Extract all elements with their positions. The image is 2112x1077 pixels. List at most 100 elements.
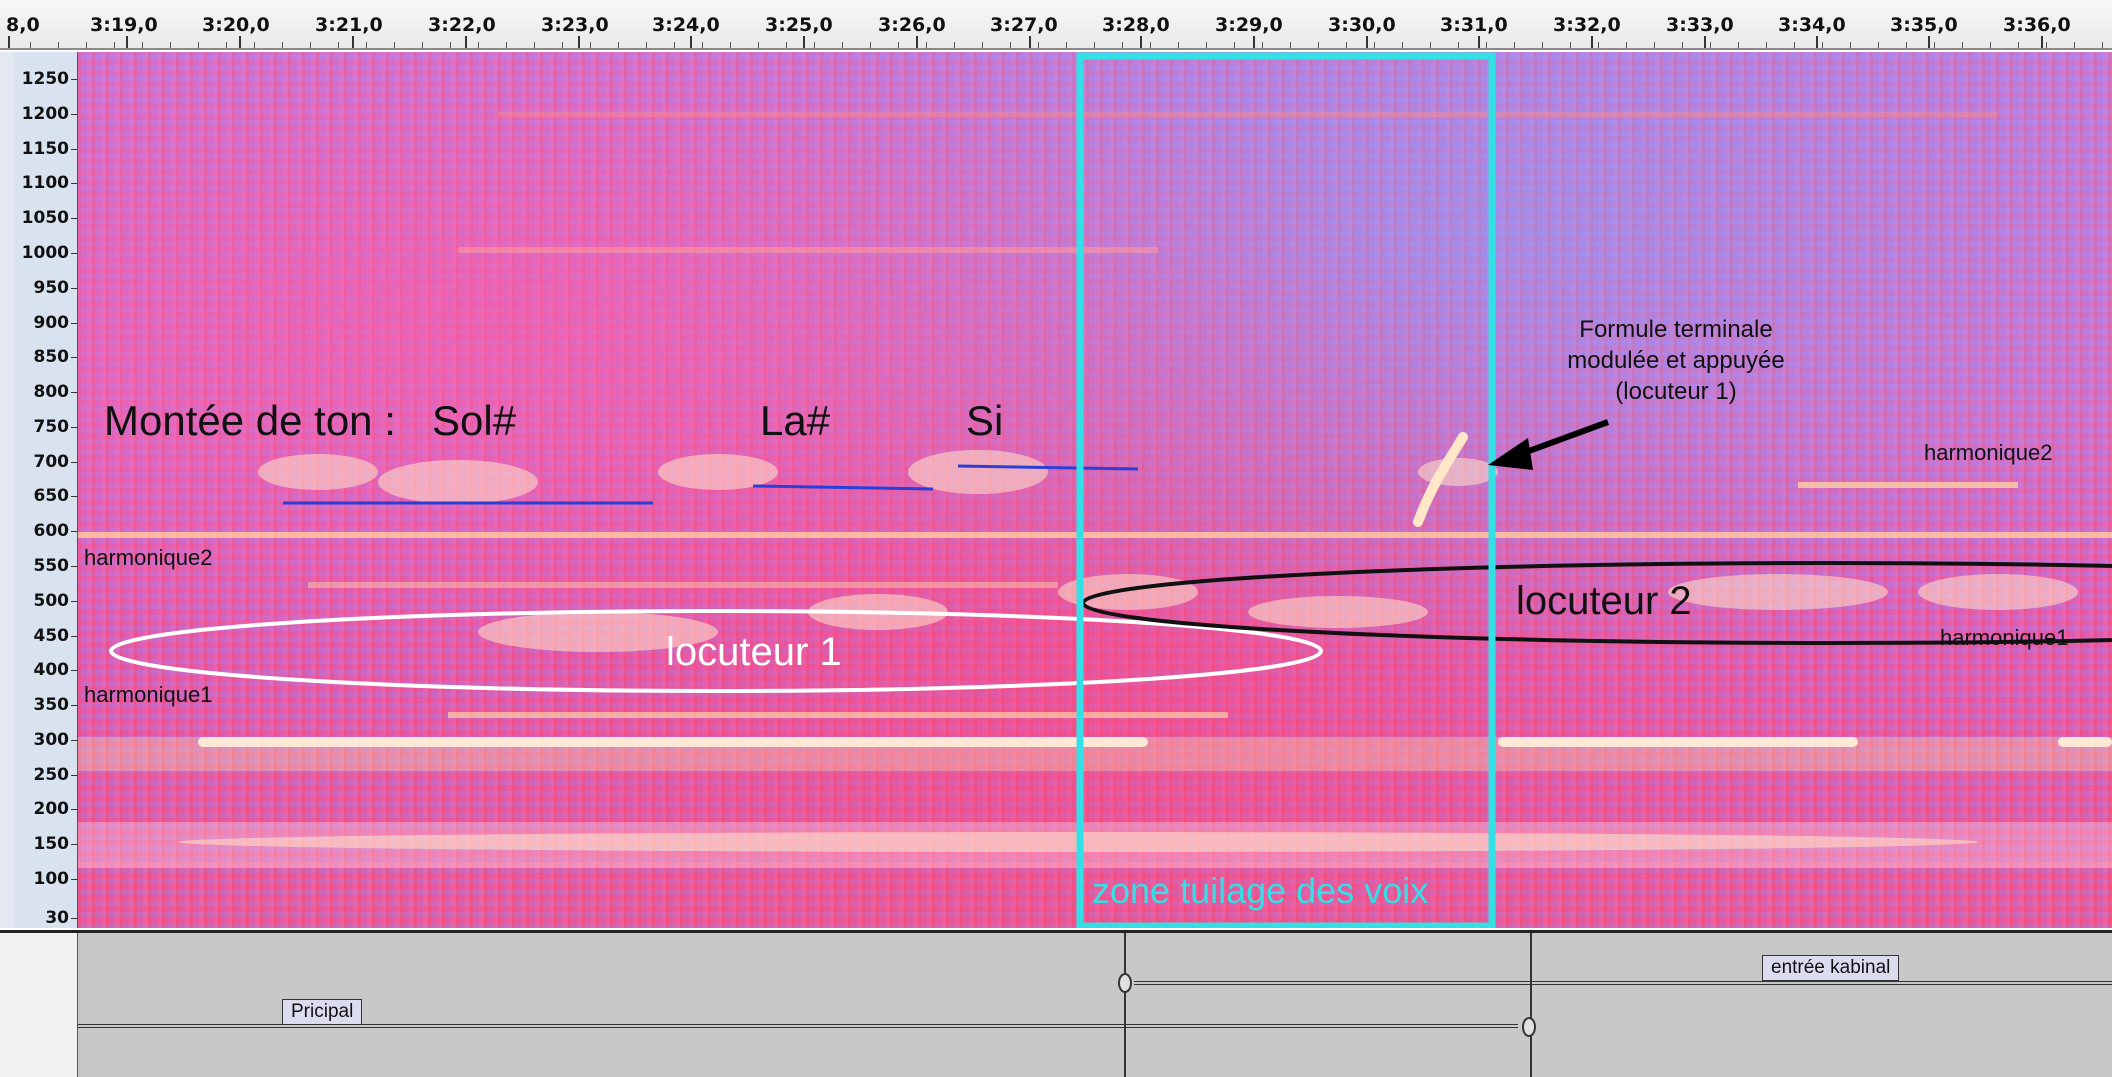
speaker1-ellipse [109,609,1323,693]
freq-tick [71,844,77,845]
ruler-minor-tick [1682,42,1683,48]
time-tick-label: 3:32,0 [1553,14,1621,36]
track-control-strip [0,52,14,928]
ruler-minor-tick [562,42,563,48]
ruler-minor-tick [758,42,759,48]
spectrogram-view[interactable]: Montée de ton : Sol# La# Si harmonique2 … [78,52,2112,928]
note-label-la: La# [760,397,831,444]
freq-label: 500 [33,591,70,611]
ruler-minor-tick [1710,42,1711,48]
ruler-minor-tick [2074,42,2075,48]
ruler-minor-tick [1430,42,1431,48]
ruler-minor-tick [674,42,675,48]
spectrogram-overlay [78,52,2112,928]
ruler-major-tick [1029,36,1031,48]
ruler-minor-tick [506,42,507,48]
speaker2-label: locuteur 2 [1516,579,1692,623]
freq-tick [71,288,77,289]
harmonic1-left-label: harmonique1 [84,682,213,707]
ruler-minor-tick [366,42,367,48]
time-tick-label: 3:35,0 [1890,14,1958,36]
freq-tick [71,462,77,463]
ruler-minor-tick [1038,42,1039,48]
label-entree[interactable]: entrée kabinal [1762,955,1900,981]
time-tick-label: 3:21,0 [315,14,383,36]
freq-tick [71,636,77,637]
time-tick-label: 3:31,0 [1440,14,1508,36]
label-boundary-line[interactable] [1530,933,1532,1077]
freq-tick [71,218,77,219]
ruler-minor-tick [282,42,283,48]
ruler-minor-tick [1318,42,1319,48]
ruler-minor-tick [310,42,311,48]
ruler-minor-tick [30,42,31,48]
ruler-minor-tick [1822,42,1823,48]
freq-label: 1150 [21,139,69,159]
label-start-handle[interactable] [1118,973,1132,993]
freq-label: 150 [33,834,70,854]
voice-energy-blobs [178,450,2078,852]
ruler-minor-tick [198,42,199,48]
time-tick-label: 3:22,0 [428,14,496,36]
time-tick-label: 3:23,0 [541,14,609,36]
ruler-minor-tick [2046,42,2047,48]
ruler-minor-tick [1570,42,1571,48]
freq-tick [71,392,77,393]
freq-tick [71,775,77,776]
ruler-major-tick [1140,36,1142,48]
overlap-zone-box [1076,52,1496,928]
freq-label: 800 [33,382,70,402]
ruler-major-tick [2041,36,2043,48]
ruler-minor-tick [898,42,899,48]
time-tick-label: 8,0 [6,14,40,36]
ruler-minor-tick [1290,42,1291,48]
ruler-minor-tick [870,42,871,48]
freq-label: 650 [33,486,70,506]
freq-tick [71,918,77,919]
note-lines [283,464,1139,505]
freq-tick [71,323,77,324]
ruler-major-tick [803,36,805,48]
ruler-minor-tick [1234,42,1235,48]
freq-label: 300 [33,730,70,750]
label-boundary-line[interactable] [1124,933,1126,1077]
freq-label: 450 [33,626,70,646]
harmonic1-right-label: harmonique1 [1940,625,2069,650]
label-end-handle[interactable] [1522,1017,1536,1037]
ruler-minor-tick [1346,42,1347,48]
ruler-minor-tick [86,42,87,48]
label-principal[interactable]: Pricipal [282,999,363,1025]
ruler-minor-tick [1906,42,1907,48]
ruler-minor-tick [730,42,731,48]
time-tick-label: 3:34,0 [1778,14,1846,36]
time-tick-label: 3:20,0 [202,14,270,36]
ruler-minor-tick [1878,42,1879,48]
ruler-minor-tick [142,42,143,48]
ruler-minor-tick [646,42,647,48]
ruler-minor-tick [1262,42,1263,48]
ruler-minor-tick [1374,42,1375,48]
label-track[interactable]: entrée kabinal Pricipal [0,930,2112,1077]
freq-tick [71,531,77,532]
ruler-minor-tick [1402,42,1403,48]
principal-label-span[interactable] [78,1024,1518,1028]
freq-tick [71,879,77,880]
time-tick-label: 3:30,0 [1328,14,1396,36]
ruler-minor-tick [114,42,115,48]
ruler-minor-tick [702,42,703,48]
entree-label-span[interactable] [1134,981,2112,985]
ruler-major-tick [8,36,10,48]
ruler-minor-tick [590,42,591,48]
timeline-ruler[interactable]: 8,0 3:19,0 3:20,0 3:21,0 3:22,0 3:23,0 3… [0,0,2112,50]
freq-tick [71,566,77,567]
ruler-minor-tick [1626,42,1627,48]
freq-label: 100 [33,869,70,889]
ruler-minor-tick [1934,42,1935,48]
overlap-zone-label: zone tuilage des voix [1092,870,1429,911]
ruler-minor-tick [954,42,955,48]
rising-tone-label: Montée de ton : [104,397,396,444]
frequency-axis: 1250 1200 1150 1100 1050 1000 950 900 85… [14,52,78,928]
label-track-control[interactable] [0,933,78,1077]
freq-label: 1100 [21,173,69,193]
